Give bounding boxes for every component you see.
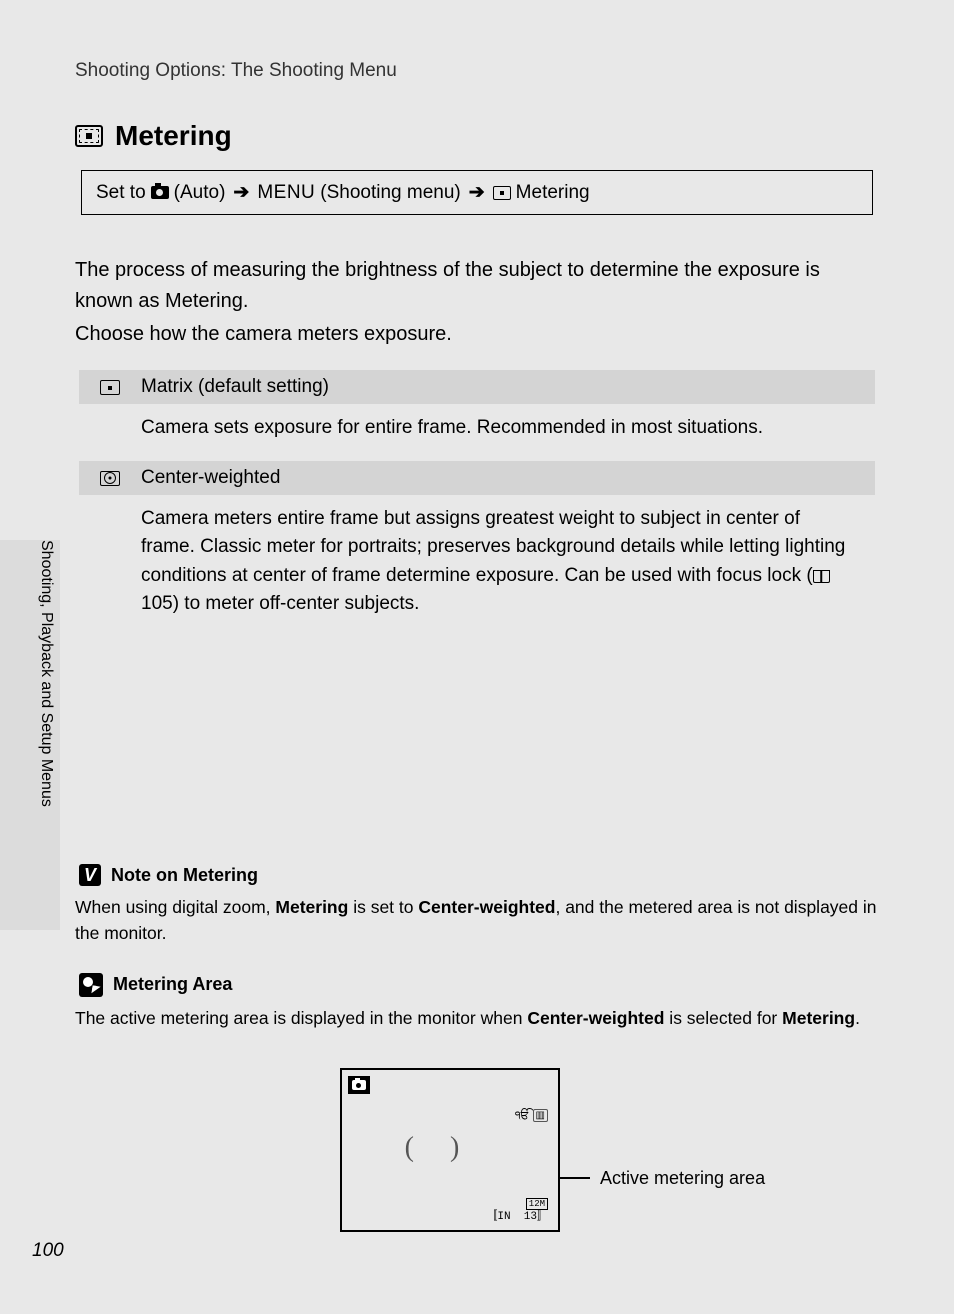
desc-text: ) to meter off-center subjects. bbox=[173, 593, 420, 614]
nav-menu: MENU bbox=[257, 182, 315, 204]
tip-bold: Metering bbox=[782, 1008, 855, 1028]
intro-text-2: Choose how the camera meters exposure. bbox=[75, 319, 879, 350]
tip-icon bbox=[79, 973, 103, 997]
page-number: 100 bbox=[32, 1240, 64, 1262]
nav-menu-suffix: (Shooting menu) bbox=[320, 182, 460, 204]
book-icon bbox=[813, 570, 830, 583]
note-section: V Note on Metering When using digital zo… bbox=[75, 864, 885, 1057]
mode-icon bbox=[348, 1076, 370, 1094]
shot-count: 13 bbox=[524, 1211, 537, 1223]
note-bold: Metering bbox=[275, 897, 348, 917]
battery-icon: ▥ bbox=[533, 1109, 548, 1122]
note-icon: V bbox=[79, 864, 101, 886]
desc-text: Camera meters entire frame but assigns g… bbox=[141, 508, 845, 586]
note-bold: Center-weighted bbox=[418, 897, 555, 917]
callout-line bbox=[560, 1177, 590, 1179]
option-desc: Camera sets exposure for entire frame. R… bbox=[79, 404, 875, 461]
vr-icon: ੴ bbox=[515, 1108, 530, 1123]
nav-prefix: Set to bbox=[96, 182, 146, 204]
tip-bold: Center-weighted bbox=[527, 1008, 664, 1028]
tip-body: The active metering area is displayed in… bbox=[75, 1005, 885, 1031]
breadcrumb: Shooting Options: The Shooting Menu bbox=[75, 60, 879, 82]
monitor-figure: ੴ ▥ () 12M 〚IN 13〛 Active metering area bbox=[340, 1068, 765, 1232]
page-ref: 105 bbox=[141, 593, 173, 614]
metering-icon bbox=[75, 125, 103, 147]
note-title: Note on Metering bbox=[111, 865, 258, 886]
arrow-icon: ➔ bbox=[233, 181, 249, 204]
callout-label: Active metering area bbox=[600, 1168, 765, 1189]
nav-metering: Metering bbox=[516, 182, 590, 204]
camera-icon bbox=[352, 1080, 366, 1090]
monitor-display: ੴ ▥ () 12M 〚IN 13〛 bbox=[340, 1068, 560, 1232]
note-text: is set to bbox=[348, 897, 418, 917]
monitor-bottom-info: 12M 〚IN 13〛 bbox=[486, 1198, 548, 1224]
camera-icon bbox=[151, 186, 169, 199]
nav-path: Set to (Auto) ➔ MENU (Shooting menu) ➔ M… bbox=[81, 170, 873, 215]
option-desc: Camera meters entire frame but assigns g… bbox=[79, 495, 875, 637]
tip-text: . bbox=[855, 1008, 860, 1028]
tip-text: The active metering area is displayed in… bbox=[75, 1008, 527, 1028]
arrow-icon: ➔ bbox=[469, 181, 485, 204]
image-size: 12M bbox=[526, 1198, 548, 1211]
note-text: When using digital zoom, bbox=[75, 897, 275, 917]
page-title: Metering bbox=[115, 120, 232, 152]
option-label: Center-weighted bbox=[141, 467, 875, 489]
metering-icon bbox=[493, 186, 511, 200]
options-table: Matrix (default setting) Camera sets exp… bbox=[79, 370, 875, 637]
table-row: Center-weighted bbox=[79, 461, 875, 495]
page-heading: Metering bbox=[75, 120, 879, 152]
tip-text: is selected for bbox=[664, 1008, 782, 1028]
metering-brackets: () bbox=[405, 1132, 496, 1164]
side-tab-label: Shooting, Playback and Setup Menus bbox=[37, 540, 55, 807]
matrix-icon bbox=[100, 380, 120, 395]
nav-auto: (Auto) bbox=[174, 182, 226, 204]
memory-in: IN bbox=[497, 1211, 510, 1223]
center-weighted-icon bbox=[100, 471, 120, 486]
note-body: When using digital zoom, Metering is set… bbox=[75, 894, 885, 947]
note-heading: V Note on Metering bbox=[75, 864, 885, 886]
option-label: Matrix (default setting) bbox=[141, 376, 875, 398]
tip-title: Metering Area bbox=[113, 974, 232, 995]
monitor-top-icons: ੴ ▥ bbox=[515, 1108, 548, 1123]
intro-text-1: The process of measuring the brightness … bbox=[75, 255, 879, 317]
tip-heading: Metering Area bbox=[75, 973, 885, 997]
table-row: Matrix (default setting) bbox=[79, 370, 875, 404]
